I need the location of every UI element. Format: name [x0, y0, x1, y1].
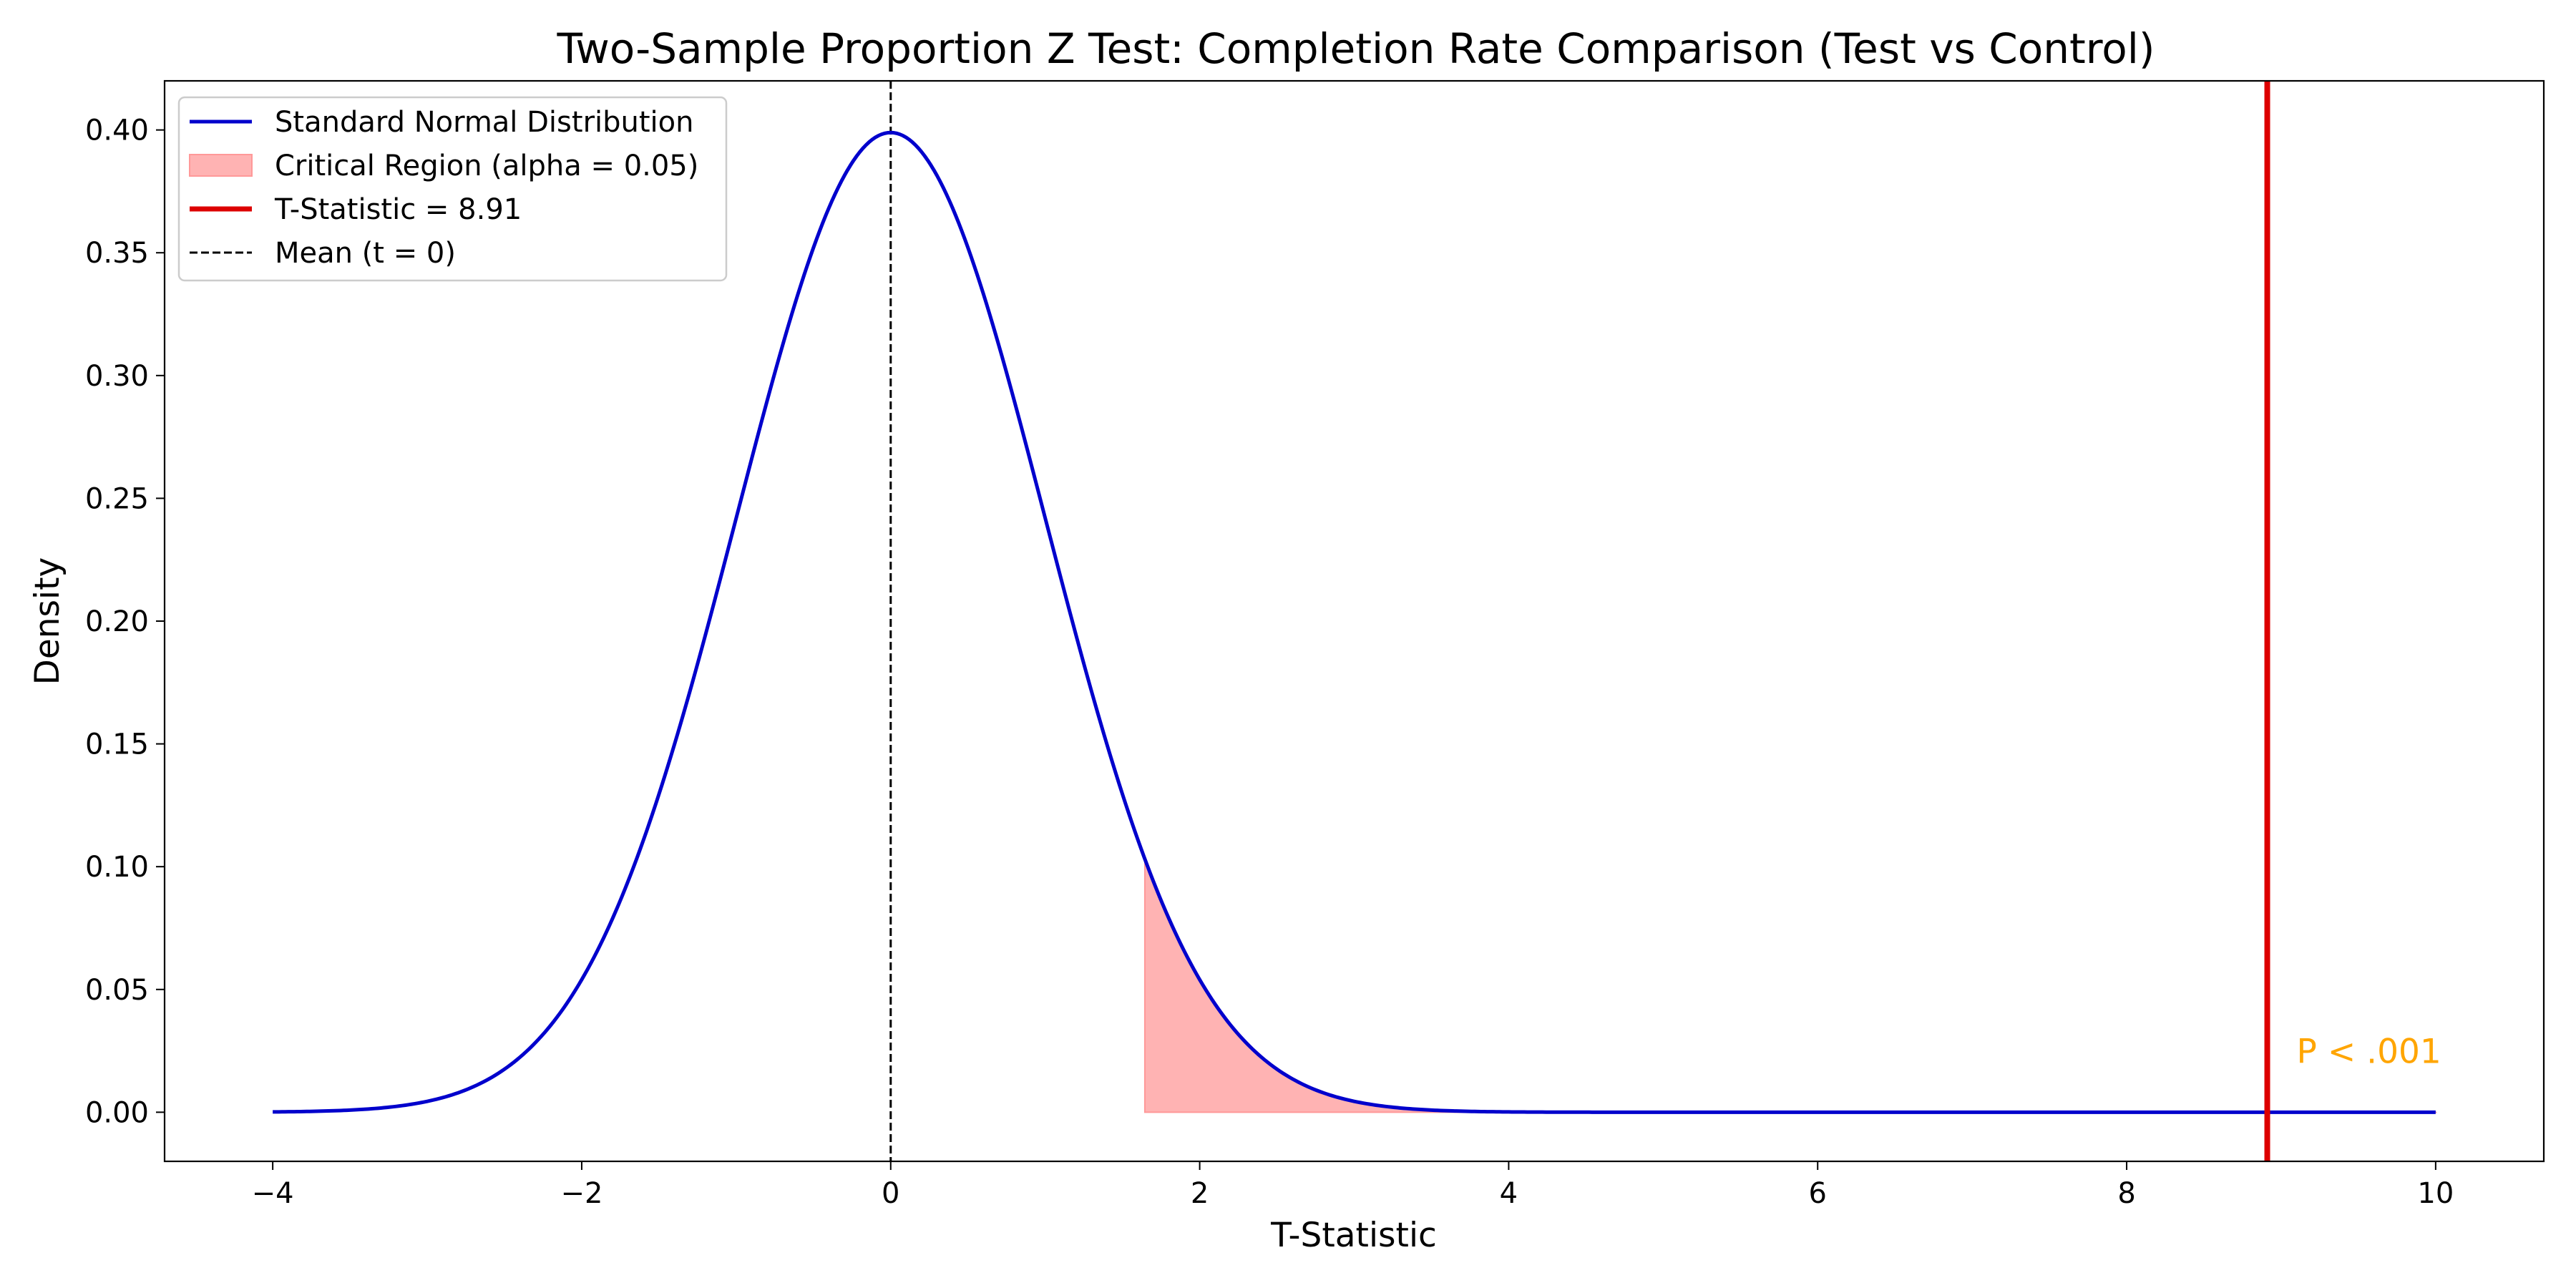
y-axis: 0.00 0.05 0.10 0.15 0.20 0.25 0.30 0.35 0.40 [85, 114, 165, 1129]
y-tick-label: 0.15 [85, 728, 149, 761]
legend-label: Standard Normal Distribution [275, 106, 694, 139]
x-tick-label: 8 [2117, 1177, 2135, 1210]
x-tick-label: −4 [252, 1177, 294, 1210]
x-tick-label: 10 [2417, 1177, 2454, 1210]
x-tick-label: 0 [882, 1177, 899, 1210]
x-tick-label: 6 [1809, 1177, 1827, 1210]
x-axis: −4 −2 0 2 4 6 8 10 [252, 1161, 2454, 1210]
legend-box [177, 96, 728, 282]
critical-region-area [1143, 859, 2436, 1113]
legend-label: Critical Region (alpha = 0.05) [275, 150, 698, 182]
x-tick-label: 2 [1191, 1177, 1209, 1210]
annotations: P < .001 [2297, 1033, 2441, 1072]
y-tick-label: 0.00 [85, 1096, 149, 1129]
x-tick-label: 4 [1500, 1177, 1518, 1210]
y-tick-label: 0.30 [85, 360, 149, 393]
legend-label: T-Statistic = 8.91 [274, 193, 522, 226]
chart-title: Two-Sample Proportion Z Test: Completion… [556, 24, 2155, 73]
plot-area [273, 81, 2436, 1161]
y-tick-label: 0.20 [85, 605, 149, 638]
y-tick-label: 0.05 [85, 974, 149, 1007]
y-axis-label: Density [28, 557, 67, 686]
p-value-annotation: P < .001 [2297, 1033, 2441, 1072]
legend-swatch [189, 154, 253, 177]
x-axis-label: T-Statistic [1270, 1216, 1437, 1255]
normal-curve-line [273, 130, 2436, 1114]
x-tick-label: −2 [560, 1177, 602, 1210]
y-tick-label: 0.35 [85, 237, 149, 270]
legend-label: Mean (t = 0) [275, 237, 456, 270]
y-tick-label: 0.40 [85, 114, 149, 147]
legend: Standard Normal Distribution Critical Reg… [177, 96, 728, 282]
y-tick-label: 0.25 [85, 482, 149, 515]
y-tick-label: 0.10 [85, 851, 149, 884]
